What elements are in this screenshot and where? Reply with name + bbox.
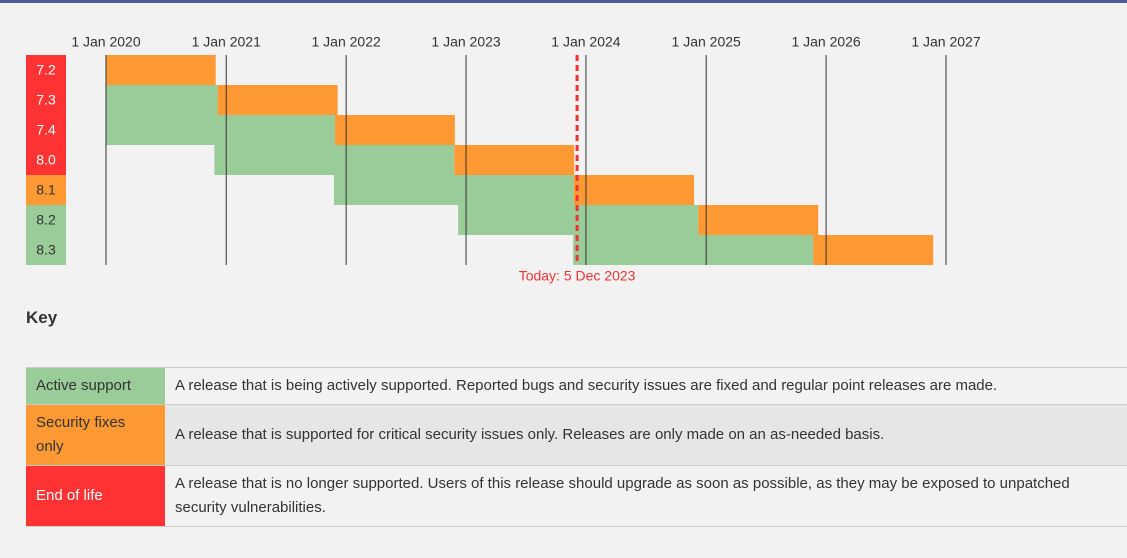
support-bar [573, 175, 695, 205]
support-bar [573, 235, 814, 265]
today-label: Today: 5 Dec 2023 [519, 268, 636, 284]
support-bar [106, 115, 335, 145]
support-bar [454, 145, 575, 175]
support-bar [333, 175, 574, 205]
version-label: 7.2 [36, 62, 56, 78]
key-description: A release that is supported for critical… [165, 404, 1127, 466]
support-bar [698, 205, 819, 235]
version-label: 8.1 [36, 182, 56, 198]
version-box [26, 235, 66, 265]
key-row: End of life A release that is no longer s… [26, 465, 1127, 527]
x-tick-label: 1 Jan 2020 [71, 34, 140, 50]
version-label: 8.3 [36, 242, 56, 258]
x-tick-label: 1 Jan 2026 [791, 34, 860, 50]
x-tick-label: 1 Jan 2021 [192, 34, 261, 50]
top-bar [0, 0, 1127, 3]
x-tick-label: 1 Jan 2022 [311, 34, 380, 50]
key-label: Active support [26, 367, 165, 405]
support-bar [813, 235, 934, 265]
version-box [26, 205, 66, 235]
key-label: End of life [26, 465, 165, 527]
chart: 7.2 7.3 7.4 8.0 8.1 8.2 8.3 1 Jan 2020 1 Jan 202… [26, 34, 981, 284]
version-label: 8.2 [36, 212, 56, 228]
version-label: 7.3 [36, 92, 56, 108]
key-table: Active support A release that is being ac… [26, 367, 1127, 527]
key-description: A release that is no longer supported. U… [165, 465, 1127, 527]
key-title: Key [26, 308, 58, 327]
version-box [26, 175, 66, 205]
key-label: Security fixes only [26, 404, 165, 466]
support-bar [334, 115, 455, 145]
version-box [26, 85, 66, 115]
version-label: 7.4 [36, 122, 56, 138]
key-row: Active support A release that is being ac… [26, 367, 1127, 405]
version-box [26, 115, 66, 145]
support-bar [214, 145, 455, 175]
x-tick-label: 1 Jan 2025 [672, 34, 741, 50]
support-bar [217, 85, 338, 115]
version-label: 8.0 [36, 152, 56, 168]
x-tick-label: 1 Jan 2023 [431, 34, 500, 50]
key-row: Security fixes only A release that is sup… [26, 404, 1127, 466]
version-box [26, 145, 66, 175]
support-bar [106, 85, 218, 115]
version-box [26, 55, 66, 85]
key-description: A release that is being actively support… [165, 367, 1127, 405]
x-tick-label: 1 Jan 2024 [551, 34, 620, 50]
support-bar [106, 55, 216, 85]
x-tick-label: 1 Jan 2027 [911, 34, 980, 50]
